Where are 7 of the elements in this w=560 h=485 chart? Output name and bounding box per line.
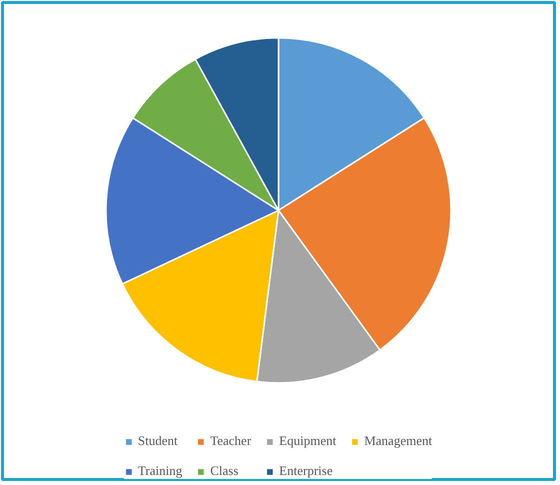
legend-label: Enterprise [279, 463, 333, 479]
legend-label: Class [210, 463, 238, 479]
legend-label: Training [138, 463, 182, 479]
legend-label: Management [364, 433, 432, 449]
legend-label: Equipment [279, 433, 336, 449]
legend-label: Student [138, 433, 178, 449]
legend-label: Teacher [210, 433, 252, 449]
